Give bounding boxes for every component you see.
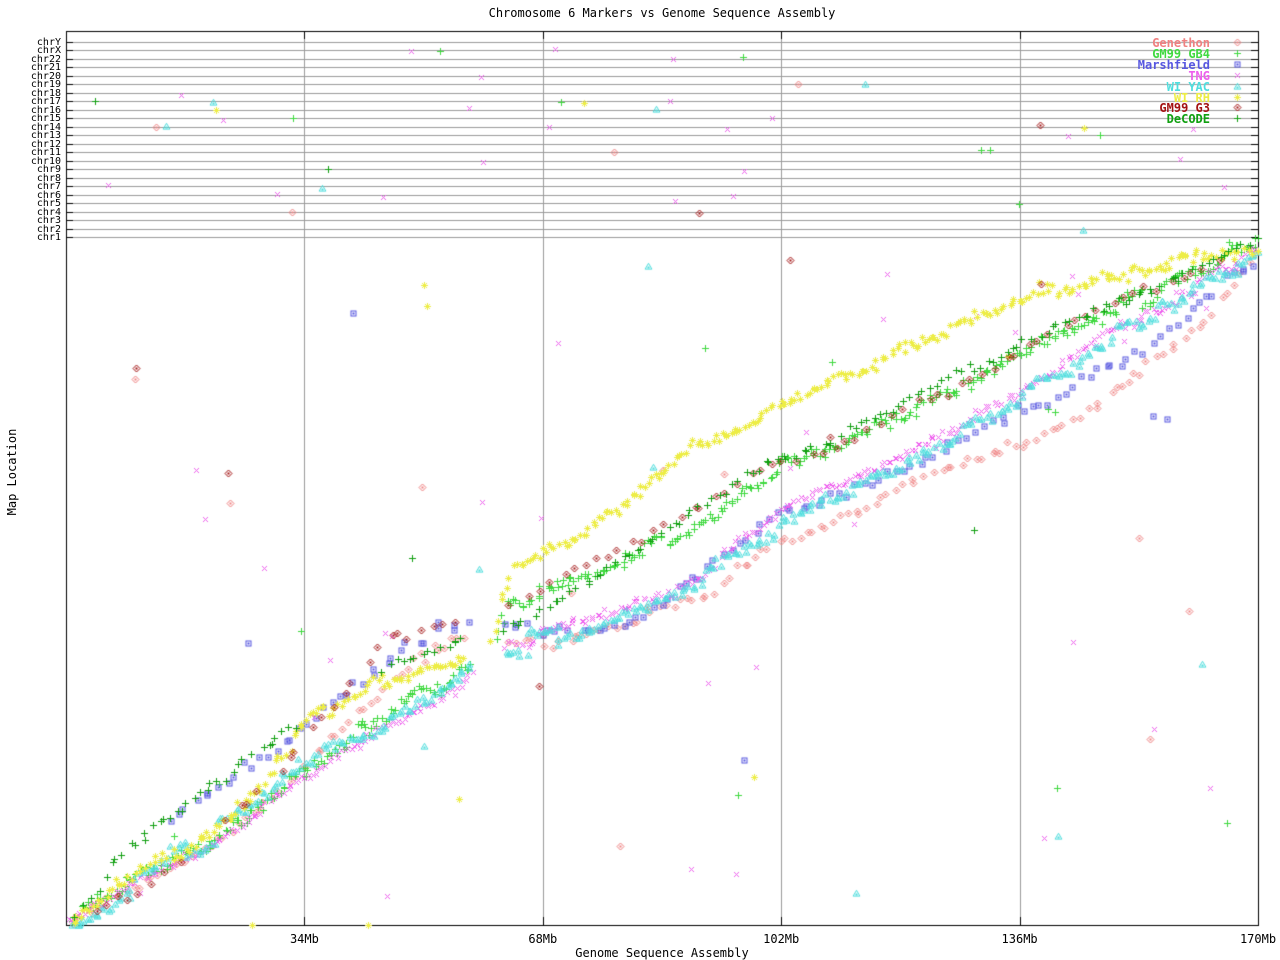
y-tick-label-chromosome: chr4 [36, 206, 61, 218]
legend-item: GM99 G3 [1159, 101, 1210, 116]
y-tick-label-chromosome: chr12 [30, 138, 61, 150]
legend-item: WI YAC [1166, 79, 1210, 94]
y-tick-label-chromosome: chr7 [36, 181, 61, 193]
x-tick-label: 136Mb [1001, 932, 1038, 946]
legend-item: DeCODE [1166, 112, 1210, 127]
x-tick-label: 34Mb [289, 932, 319, 946]
y-tick-label-chromosome: chr17 [30, 96, 61, 108]
y-axis-label: Map Location [5, 428, 19, 516]
y-tick-label-chromosome: chrX [36, 45, 61, 57]
legend-item: TNG [1188, 68, 1210, 83]
x-axis-label: Genome Sequence Assembly [575, 946, 749, 960]
y-tick-label-chromosome: chr16 [30, 104, 61, 116]
x-tick-label: 102Mb [763, 932, 800, 946]
y-tick-label-chromosome: chr9 [36, 164, 61, 176]
y-tick-label-chromosome: chr10 [30, 155, 61, 167]
legend-item: Marshfield [1137, 57, 1210, 72]
y-tick-label-chromosome: chr2 [36, 223, 61, 235]
x-tick-label: 68Mb [528, 932, 558, 946]
x-tick-label: 170Mb [1239, 932, 1277, 946]
y-tick-label-chromosome: chr3 [36, 215, 61, 227]
y-tick-label-chromosome: chr1 [36, 232, 61, 243]
y-tick-label-chromosome: chr11 [30, 147, 61, 159]
y-tick-label-chromosome: chr14 [30, 121, 61, 133]
legend-item: WI RH [1173, 90, 1210, 105]
y-tick-label-chromosome: chr8 [36, 172, 61, 184]
y-tick-label-chromosome: chr22 [30, 53, 61, 65]
legend-item: Genethon [1152, 36, 1210, 50]
y-tick-label-chromosome: chrY [36, 37, 61, 48]
y-tick-label-chromosome: chr13 [30, 130, 61, 142]
y-tick-label-chromosome: chr18 [30, 87, 61, 99]
y-tick-label-chromosome: chr20 [30, 70, 61, 82]
y-tick-label-chromosome: chr5 [36, 198, 61, 210]
y-tick-label-chromosome: chr15 [30, 113, 61, 125]
y-tick-label-chromosome: chr6 [36, 189, 61, 201]
chart-title: Chromosome 6 Markers vs Genome Sequence … [488, 6, 836, 20]
legend-item: GM99 GB4 [1152, 46, 1210, 61]
y-tick-label-chromosome: chr21 [30, 62, 61, 74]
y-tick-label-chromosome: chr19 [30, 79, 61, 91]
